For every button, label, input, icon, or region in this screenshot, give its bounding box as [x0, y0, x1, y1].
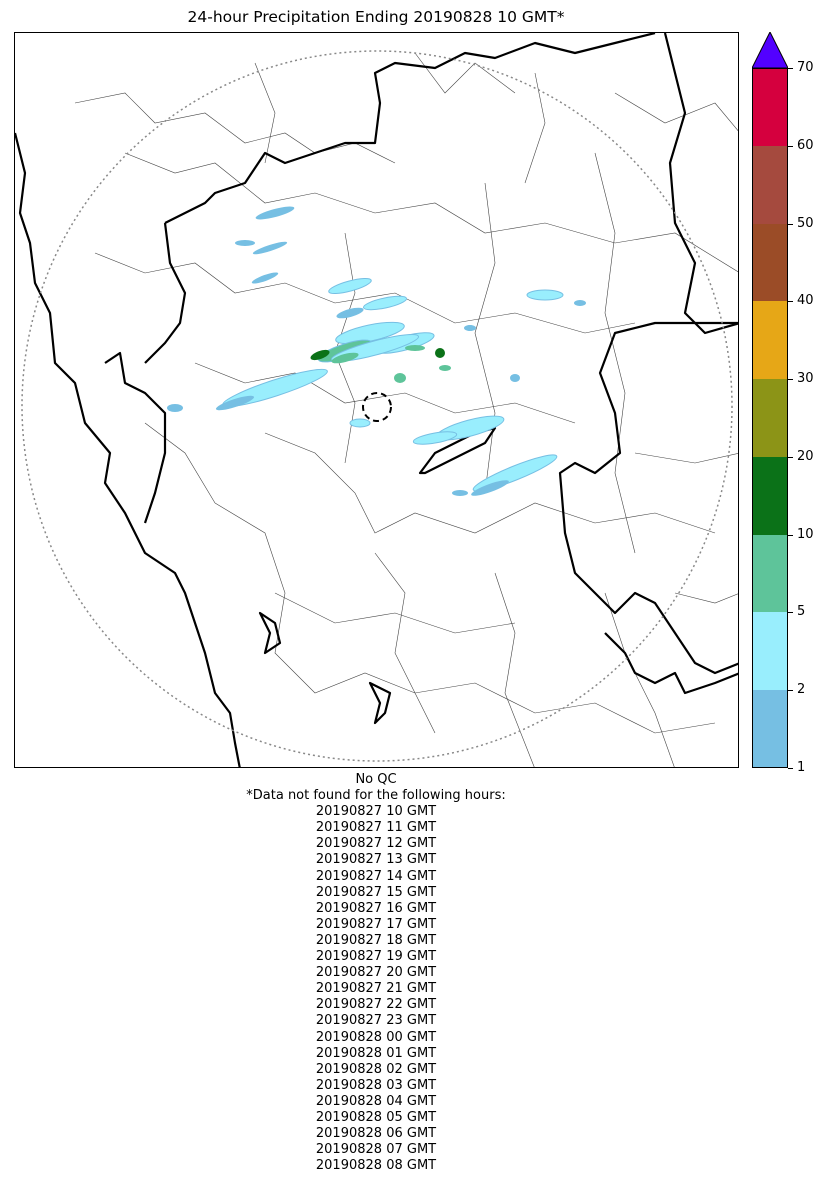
missing-hour-item: 20190828 03 GMT [315, 1077, 437, 1093]
missing-hour-item: 20190827 10 GMT [315, 804, 437, 820]
state-boundaries [15, 33, 738, 767]
missing-hour-item: 20190827 17 GMT [315, 916, 437, 932]
colorbar-band [752, 68, 788, 146]
colorbar-tick-label: 70 [797, 60, 814, 75]
colorbar-tick-label: 1 [797, 760, 806, 775]
colorbar-tick [788, 68, 793, 69]
colorbar-band [752, 301, 788, 380]
colorbar-tick-label: 5 [797, 604, 806, 620]
missing-hour-item: 20190828 04 GMT [315, 1093, 437, 1109]
colorbar-tick-label: 50 [797, 215, 814, 231]
colorbar-band [752, 145, 788, 224]
missing-hour-item: 20190827 15 GMT [315, 884, 437, 900]
radar-site-marker [362, 392, 392, 422]
footer-notes: No QC *Data not found for the following … [0, 772, 752, 1174]
colorbar-tick-label: 30 [797, 371, 814, 387]
missing-hour-item: 20190827 19 GMT [315, 949, 437, 965]
colorbar-tick [788, 223, 793, 225]
colorbar-band [752, 534, 788, 613]
missing-hour-item: 20190827 18 GMT [315, 932, 437, 948]
missing-hour-item: 20190827 23 GMT [315, 1013, 437, 1029]
missing-hour-item: 20190828 06 GMT [315, 1126, 437, 1142]
colorbar-band [752, 379, 788, 457]
colorbar-tick-label: 2 [797, 682, 806, 698]
missing-hour-item: 20190827 16 GMT [315, 900, 437, 916]
colorbar-tick-label: 10 [797, 526, 814, 542]
missing-hour-item: 20190828 07 GMT [315, 1142, 437, 1158]
precipitation-map[interactable] [14, 32, 739, 768]
missing-hour-item: 20190828 05 GMT [315, 1109, 437, 1125]
colorbar-tick [788, 145, 793, 147]
colorbar-band [752, 690, 788, 768]
missing-hour-item: 20190827 13 GMT [315, 852, 437, 868]
colorbar-band [752, 223, 788, 302]
missing-hour-item: 20190827 20 GMT [315, 965, 437, 981]
colorbar-extend-triangle [752, 32, 788, 68]
colorbar-tick [788, 612, 793, 614]
missing-hour-item: 20190827 11 GMT [315, 820, 437, 836]
radar-range-ring [21, 50, 733, 762]
colorbar-tick-label: 20 [797, 448, 814, 464]
missing-hour-item: 20190828 02 GMT [315, 1061, 437, 1077]
qc-note: No QC [355, 772, 397, 787]
missing-hour-item: 20190827 14 GMT [315, 868, 437, 884]
missing-hour-item: 20190828 01 GMT [315, 1045, 437, 1061]
missing-hour-item: 20190828 00 GMT [315, 1029, 437, 1045]
missing-hour-item: 20190827 12 GMT [315, 836, 437, 852]
map-title: 24-hour Precipitation Ending 20190828 10… [187, 8, 565, 26]
district-boundaries [74, 52, 738, 767]
colorbar-tick [788, 456, 793, 458]
precipitation-colorbar: 1 2 5 10 20 30 40 50 60 70 [752, 32, 814, 775]
missing-hour-item: 20190828 08 GMT [315, 1158, 437, 1174]
missing-header: *Data not found for the following hours: [246, 788, 506, 804]
colorbar-tick-label: 60 [797, 137, 814, 153]
colorbar-tick [788, 301, 793, 303]
colorbar-tick [788, 768, 793, 769]
colorbar-tick-label: 40 [797, 293, 814, 309]
colorbar-band [752, 612, 788, 691]
colorbar-tick [788, 534, 793, 536]
colorbar-tick [788, 379, 793, 381]
missing-hour-item: 20190827 22 GMT [315, 997, 437, 1013]
colorbar-tick [788, 690, 793, 692]
missing-hours-list: 20190827 10 GMT 20190827 11 GMT 20190827 1… [0, 804, 752, 1174]
colorbar-outline [752, 68, 788, 768]
missing-hour-item: 20190827 21 GMT [315, 981, 437, 997]
precipitation-shading [167, 206, 586, 496]
colorbar-band [752, 456, 788, 535]
